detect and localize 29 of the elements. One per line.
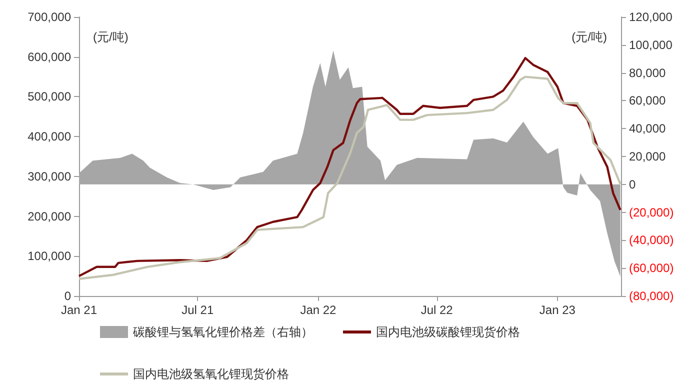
y2-tick-label: 100,000: [629, 38, 673, 52]
y-axis-title: (元/吨): [93, 30, 128, 44]
y2-tick-label: (80,000): [629, 289, 674, 303]
x-tick-label: Jan 21: [60, 303, 98, 317]
y2-axis-title: (元/吨): [572, 30, 607, 44]
y2-tick-label: (40,000): [629, 233, 674, 248]
y2-tick-label: 40,000: [629, 122, 666, 136]
y2-tick-label: (20,000): [629, 205, 674, 220]
legend-label: 国内电池级碳酸锂现货价格: [376, 325, 520, 339]
x-tick-label: Jan 22: [300, 303, 337, 317]
y-tick-label: 500,000: [28, 90, 72, 104]
y2-tick-label: 80,000: [629, 66, 666, 80]
y-tick-label: 600,000: [28, 50, 72, 64]
x-tick-label: Jan 23: [539, 303, 576, 317]
y-tick-label: 400,000: [28, 130, 72, 144]
y-tick-label: 700,000: [28, 10, 72, 24]
y2-tick-label: 20,000: [629, 150, 666, 164]
y2-tick-label: 0: [629, 177, 636, 192]
legend-label: 国内电池级氢氧化锂现货价格: [133, 367, 289, 381]
legend-label: 碳酸锂与氢氧化锂价格差（右轴）: [132, 325, 313, 339]
y-tick-label: 0: [64, 289, 72, 303]
y-tick-label: 100,000: [28, 249, 72, 264]
x-tick-label: Jul 21: [182, 303, 214, 317]
y2-tick-label: 60,000: [629, 94, 666, 108]
y2-tick-label: (60,000): [629, 261, 674, 276]
y-tick-label: 200,000: [28, 209, 72, 224]
y2-tick-label: 120,000: [629, 10, 673, 24]
y-tick-label: 300,000: [28, 169, 72, 184]
x-tick-label: Jul 22: [420, 303, 454, 317]
